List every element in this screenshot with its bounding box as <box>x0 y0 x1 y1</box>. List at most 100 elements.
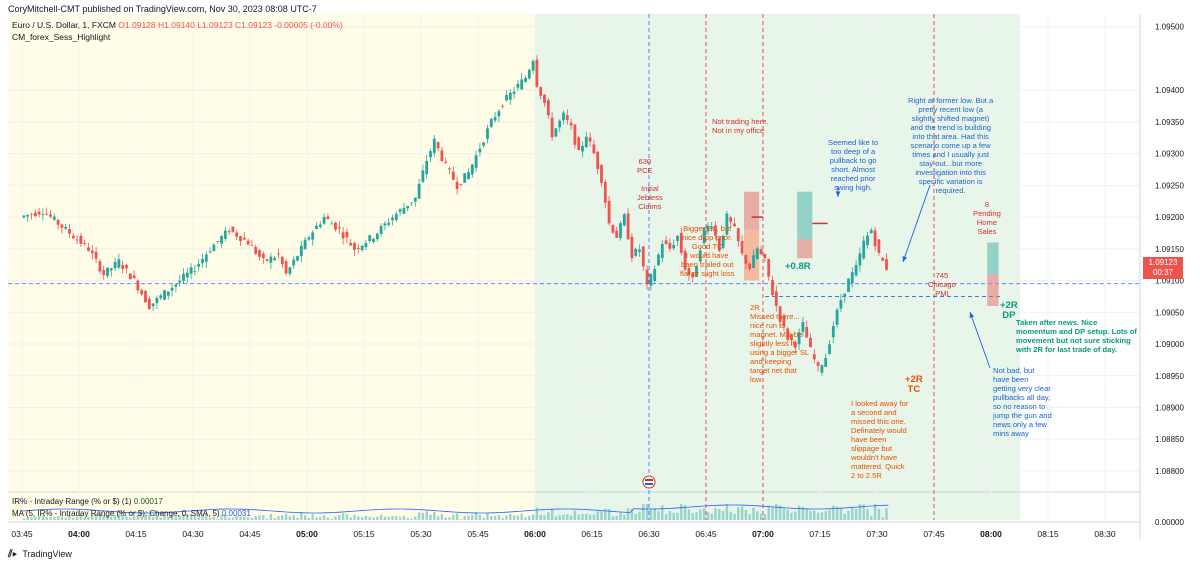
trade-target-zone <box>987 242 999 275</box>
range-bar <box>733 513 736 520</box>
candle-body <box>877 239 881 253</box>
candle-body <box>406 206 410 209</box>
candle-body <box>497 111 501 117</box>
range-bar <box>607 508 611 520</box>
range-bar <box>360 517 364 520</box>
range-bar <box>828 510 831 520</box>
candle-body <box>269 256 273 263</box>
candle-body <box>242 237 246 240</box>
y-tick-label: 1.09050 <box>1155 308 1184 317</box>
chart-annotation-anotbad[interactable]: Not bad, but have been getting very clea… <box>993 366 1052 438</box>
range-bar <box>197 515 200 520</box>
candle-body <box>695 266 698 277</box>
study-legend[interactable]: CM_forex_Sess_Highlight <box>12 32 111 42</box>
range-bar <box>258 515 261 520</box>
candle-body <box>641 246 645 267</box>
candle-body <box>683 251 687 270</box>
candle-body <box>885 259 888 270</box>
chart-annotation-abig[interactable]: Bigger SL, but nice drop prior. Good TC … <box>680 224 735 278</box>
chart-annotation-ajob[interactable]: Initial Jebless Claims <box>637 184 663 211</box>
range-bar <box>277 516 280 520</box>
chart-annotation-a2rtc[interactable]: +2R TC <box>905 374 923 395</box>
candle-body <box>771 280 774 296</box>
candle-body <box>797 332 801 345</box>
range-bar <box>307 517 311 520</box>
chart-annotation-a2r[interactable]: 2R Missed there... nice run to magnet. M… <box>750 303 810 384</box>
range-bar <box>653 508 656 520</box>
range-bar <box>797 505 801 520</box>
candle-body <box>102 270 106 276</box>
x-tick-label: 05:30 <box>410 529 432 539</box>
chart-annotation-alook[interactable]: I looked away for a second and missed th… <box>851 399 909 480</box>
range-bar <box>539 515 542 520</box>
candle-body <box>106 267 109 276</box>
range-bar <box>208 517 212 520</box>
range-bar <box>254 516 257 520</box>
candle-body <box>546 100 550 116</box>
trade-target-zone <box>797 191 813 240</box>
range-bar <box>455 513 459 520</box>
range-bar <box>41 515 45 520</box>
y-tick-label: 1.08900 <box>1155 403 1184 412</box>
candle-body <box>801 322 805 332</box>
footer-brand[interactable]: ⫽▸ TradingView <box>8 549 72 560</box>
range-bar <box>748 514 751 520</box>
chart-annotation-ataken[interactable]: Taken after news. Nice momentum and DP s… <box>1016 318 1137 354</box>
candle-body <box>630 236 634 259</box>
range-bar <box>273 518 276 520</box>
range-bar <box>585 513 588 520</box>
chart-annotation-anot[interactable]: Not trading here. Not in my office <box>712 117 769 135</box>
range-bar <box>433 511 436 520</box>
candle-body <box>398 209 402 212</box>
range-bar <box>740 506 744 520</box>
symbol-legend[interactable]: Euro / U.S. Dollar, 1, FXCM O1.09128 H1.… <box>12 20 343 30</box>
candle-body <box>744 255 748 264</box>
range-bar <box>132 516 136 520</box>
range-bar <box>440 514 444 520</box>
session-main <box>535 14 1020 520</box>
range-bar <box>619 512 622 520</box>
range-bar <box>227 517 231 520</box>
range-bar <box>695 512 698 520</box>
candle-body <box>649 274 653 286</box>
candle-body <box>246 240 250 245</box>
chart-annotation-a08[interactable]: +0.8R <box>785 261 811 272</box>
candle-body <box>117 259 121 268</box>
annotation-arrow <box>969 311 991 369</box>
ma-indicator-legend[interactable]: MA (5, IR% - Intraday Range (% or $): Ch… <box>12 509 251 518</box>
candle-body <box>136 280 140 291</box>
chart-annotation-aright[interactable]: Right at former low. But a pretty recent… <box>908 96 994 195</box>
range-bar <box>813 510 816 520</box>
candle-body <box>379 226 383 234</box>
chart-annotation-a2rdp[interactable]: +2R DP <box>1000 300 1018 321</box>
range-bar <box>326 517 330 520</box>
range-bar <box>174 516 178 520</box>
candle-body <box>706 225 710 232</box>
range-bar <box>220 514 223 520</box>
tv-logo-icon: ⫽▸ <box>8 549 17 560</box>
chart-annotation-aseem[interactable]: Seemed like to too deep of a pullback to… <box>828 138 879 192</box>
range-bar <box>178 515 181 520</box>
range-bar <box>296 517 299 520</box>
range-bar <box>737 507 740 520</box>
chart-annotation-a8[interactable]: 8 Pending Home Sales <box>973 200 1001 236</box>
candle-body <box>467 172 470 179</box>
candle-body <box>596 151 600 169</box>
candle-body <box>33 212 37 217</box>
range-bar <box>835 506 839 520</box>
chart-annotation-a745[interactable]: 745 Chicago PMI <box>928 271 956 298</box>
ir-indicator-legend[interactable]: IR% - Intraday Range (% or $) (1) 0.0001… <box>12 497 163 506</box>
candle-body <box>459 184 463 185</box>
candle-body <box>824 357 828 367</box>
ma-label: MA (5, IR% - Intraday Range (% or $): Ch… <box>12 509 220 518</box>
range-bar <box>357 516 360 520</box>
chart-annotation-a630[interactable]: 630 PCE <box>637 157 653 175</box>
annotation-arrow-head <box>835 191 841 197</box>
range-bar <box>744 510 748 520</box>
range-bar <box>246 517 250 520</box>
candle-body <box>56 219 60 225</box>
range-bar <box>281 515 284 520</box>
range-bar <box>642 504 645 520</box>
range-bar <box>110 516 113 520</box>
